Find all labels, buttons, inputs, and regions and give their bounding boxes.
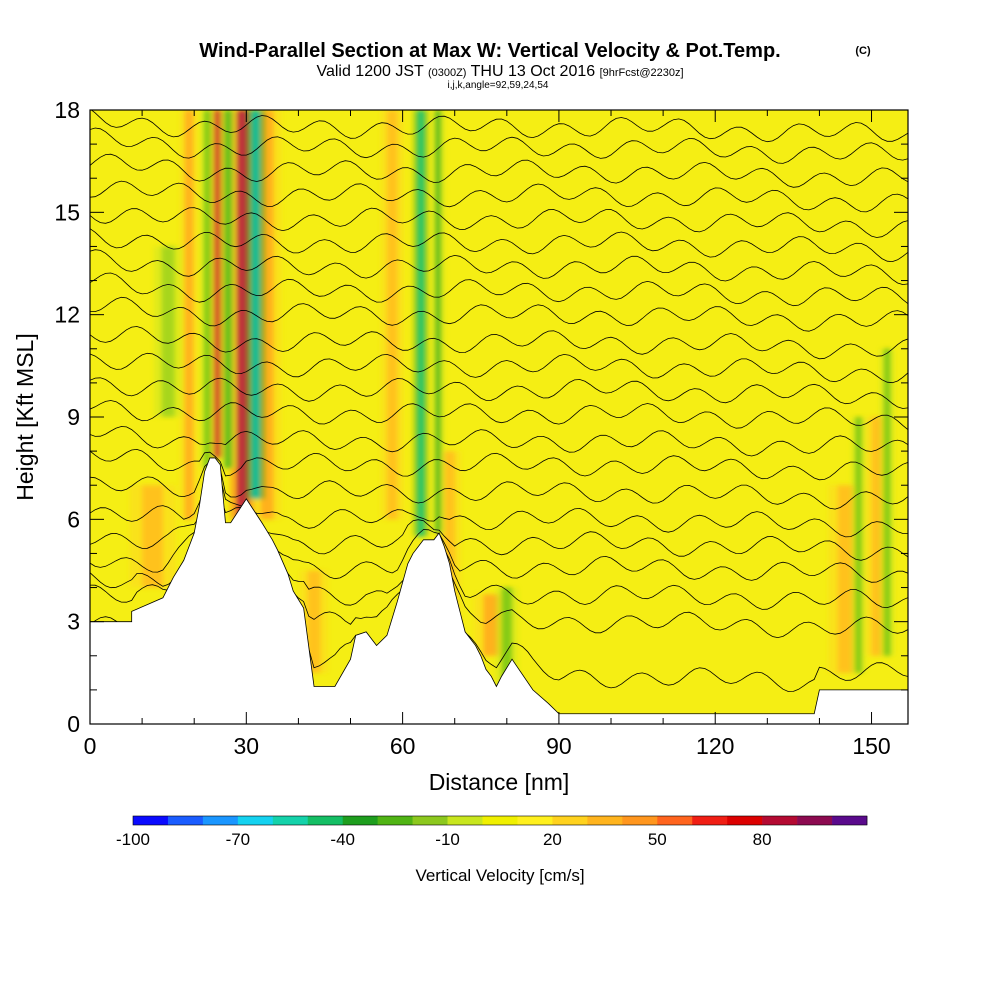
copyright-mark: (C) bbox=[855, 45, 871, 57]
y-tick-label: 9 bbox=[67, 404, 80, 430]
y-tick-label: 12 bbox=[54, 302, 80, 328]
colorbar-title: Vertical Velocity [cm/s] bbox=[415, 866, 584, 885]
theta-contour bbox=[90, 476, 908, 538]
valid-time-line: Valid 1200 JST (0300Z) THU 13 Oct 2016 [… bbox=[316, 63, 683, 80]
theta-contour bbox=[90, 400, 908, 431]
theta-contour bbox=[90, 249, 908, 286]
colorbar-swatch bbox=[727, 816, 763, 825]
y-tick-label: 0 bbox=[67, 711, 80, 737]
theta-contour bbox=[90, 326, 908, 360]
theta-contour bbox=[90, 228, 908, 263]
colorbar-frame bbox=[132, 815, 868, 826]
y-tick-label: 3 bbox=[67, 609, 80, 635]
colorbar-tick-label: -100 bbox=[116, 830, 150, 849]
theta-contour bbox=[90, 127, 908, 164]
x-tick-label: 30 bbox=[234, 733, 260, 759]
theta-contour bbox=[90, 207, 908, 238]
downdraft-band-halo bbox=[851, 417, 866, 673]
y-tick-label: 18 bbox=[54, 97, 80, 123]
colorbar-swatch bbox=[342, 816, 378, 825]
theta-contour bbox=[90, 448, 908, 481]
colorbar-swatch bbox=[657, 816, 693, 825]
colorbar-swatch bbox=[412, 816, 448, 825]
colorbar: -100 -70 -40 -10 20 50 80 bbox=[116, 815, 868, 849]
updraft-band-halo bbox=[129, 485, 176, 588]
x-tick-label: 150 bbox=[852, 733, 890, 759]
colorbar-tick-label: 80 bbox=[753, 830, 772, 849]
terrain-mask bbox=[90, 457, 908, 724]
colorbar-swatch bbox=[797, 816, 833, 825]
colorbar-swatch bbox=[622, 816, 658, 825]
downdraft-band-halo bbox=[199, 110, 215, 469]
theta-contour bbox=[90, 272, 908, 307]
colorbar-swatch bbox=[517, 816, 553, 825]
chart-title: Wind-Parallel Section at Max W: Vertical… bbox=[199, 40, 780, 62]
x-tick-label: 120 bbox=[696, 733, 734, 759]
colorbar-swatch bbox=[692, 816, 728, 825]
colorbar-swatch bbox=[552, 816, 588, 825]
colorbar-tick-label: -10 bbox=[435, 830, 460, 849]
y-axis-title: Height [Kft MSL] bbox=[12, 333, 38, 500]
colorbar-tick-label: -40 bbox=[330, 830, 355, 849]
theta-contour bbox=[90, 494, 908, 561]
colorbar-swatch bbox=[832, 816, 868, 825]
x-tick-label: 60 bbox=[390, 733, 416, 759]
colorbar-swatch bbox=[202, 816, 239, 825]
theta-contour bbox=[90, 377, 908, 409]
y-tick-label: 15 bbox=[54, 199, 80, 225]
updraft-band-halo bbox=[380, 110, 404, 520]
axis-ticks: 0 30 60 90 120 150 0 3 6 9 12 15 18 bbox=[54, 97, 908, 759]
colorbar-swatch bbox=[762, 816, 798, 825]
x-tick-label: 90 bbox=[546, 733, 572, 759]
colorbar-swatch bbox=[377, 816, 413, 825]
theta-contour bbox=[90, 461, 908, 510]
colorbar-tick-label: 20 bbox=[543, 830, 562, 849]
colorbar-swatch bbox=[307, 816, 344, 825]
theta-contour bbox=[90, 352, 908, 384]
theta-contour bbox=[90, 110, 908, 143]
updraft-band-halo bbox=[179, 110, 199, 520]
x-axis-title: Distance [nm] bbox=[429, 769, 570, 795]
x-tick-label: 0 bbox=[84, 733, 97, 759]
theta-contour bbox=[90, 426, 908, 457]
theta-contour bbox=[90, 180, 908, 213]
colorbar-swatch bbox=[587, 816, 623, 825]
colorbar-swatch bbox=[272, 816, 309, 825]
downdraft-band-halo bbox=[245, 110, 266, 499]
theta-contour bbox=[90, 296, 908, 332]
colorbar-swatch bbox=[447, 816, 483, 825]
y-tick-label: 6 bbox=[67, 506, 80, 532]
downdraft-band-halo bbox=[153, 246, 183, 417]
theta-contour bbox=[90, 153, 908, 188]
downdraft-band-halo bbox=[431, 110, 445, 533]
colorbar-tick-label: 50 bbox=[648, 830, 667, 849]
colorbar-swatch bbox=[482, 816, 518, 825]
colorbar-swatch bbox=[133, 816, 169, 825]
colorbar-swatch bbox=[167, 816, 204, 825]
downdraft-band-halo bbox=[219, 110, 237, 469]
colorbar-tick-label: -70 bbox=[226, 830, 251, 849]
colorbar-swatch bbox=[237, 816, 274, 825]
section-params: i,j,k,angle=92,59,24,54 bbox=[448, 80, 549, 91]
